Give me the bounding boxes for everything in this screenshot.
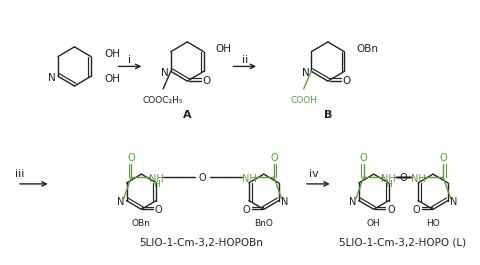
Text: O: O — [155, 205, 162, 215]
Text: N: N — [48, 73, 56, 83]
Text: O: O — [202, 76, 211, 86]
Text: N: N — [349, 197, 357, 206]
Text: COOC₂H₅: COOC₂H₅ — [143, 96, 183, 105]
Text: ii: ii — [241, 55, 248, 65]
Text: N: N — [117, 197, 124, 206]
Text: O: O — [360, 153, 367, 164]
Text: O: O — [270, 153, 278, 164]
Text: BnO: BnO — [254, 219, 273, 228]
Text: OBn: OBn — [132, 219, 151, 228]
Text: N: N — [450, 197, 457, 206]
Text: i: i — [128, 55, 132, 65]
Text: O: O — [128, 153, 135, 164]
Text: 5LIO-1-Cm-3,2-HOPO (L): 5LIO-1-Cm-3,2-HOPO (L) — [339, 238, 466, 248]
Text: B: B — [324, 110, 332, 120]
Text: OH: OH — [105, 74, 120, 84]
Text: NH: NH — [411, 174, 426, 184]
Text: O: O — [399, 173, 407, 183]
Text: O: O — [243, 205, 251, 215]
Text: O: O — [412, 205, 420, 215]
Text: H: H — [153, 180, 159, 189]
Text: 5LIO-1-Cm-3,2-HOPOBn: 5LIO-1-Cm-3,2-HOPOBn — [139, 238, 263, 248]
Text: COOH: COOH — [290, 96, 317, 105]
Text: H: H — [385, 180, 392, 189]
Text: A: A — [183, 110, 192, 120]
Text: OH: OH — [367, 219, 381, 228]
Text: O: O — [387, 205, 395, 215]
Text: OH: OH — [216, 44, 231, 54]
Text: NH: NH — [242, 174, 256, 184]
Text: O: O — [439, 153, 447, 164]
Text: N: N — [302, 68, 310, 78]
Text: HO: HO — [426, 219, 440, 228]
Text: NH: NH — [381, 174, 396, 184]
Text: O: O — [343, 76, 351, 86]
Text: O: O — [199, 173, 206, 183]
Text: N: N — [281, 197, 288, 206]
Text: N: N — [161, 68, 169, 78]
Text: OH: OH — [105, 49, 120, 59]
Text: iii: iii — [15, 169, 24, 179]
Text: iv: iv — [309, 169, 318, 179]
Text: NH: NH — [149, 174, 164, 184]
Text: OBn: OBn — [356, 44, 378, 54]
